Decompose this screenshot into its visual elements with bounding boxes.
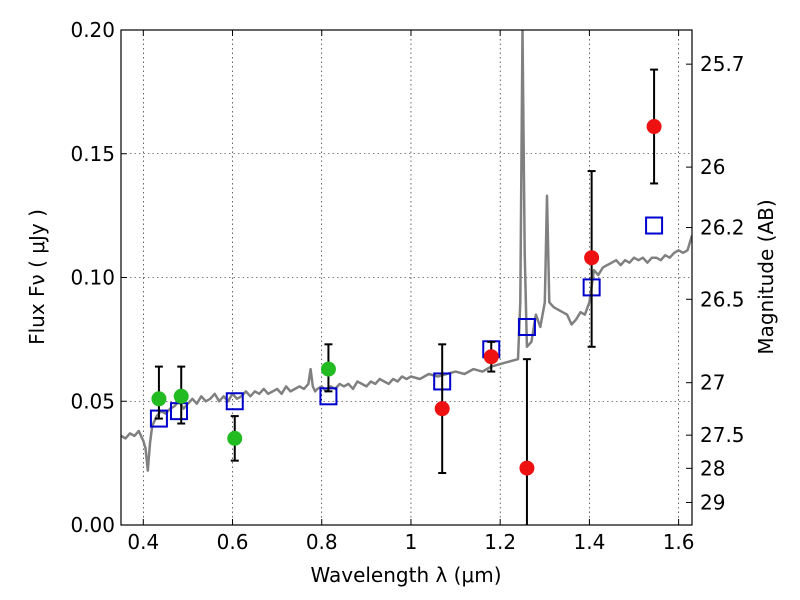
y-tick-label: 0.15 [70,142,115,166]
observed-point [483,349,499,365]
mag-tick-label: 26.5 [700,287,745,311]
observed-point [227,430,243,446]
y-axis-label-left: Flux Fν ( μJy ) [25,209,49,345]
model-square-marker [225,392,244,411]
spectrum-line [121,30,692,472]
tick-layer: 0.4 0.6 0.8 1 1.2 1.4 1.6 0.00 0.05 0.10 0.15 0.20 2… [70,18,744,554]
mag-tick-label: 27.5 [700,423,745,447]
y-tick-label: 0.00 [70,513,115,537]
observed-point [173,388,189,404]
observed-point [519,460,535,476]
observed-point [320,361,336,377]
x-tick-label: 0.4 [127,530,159,554]
mag-tick-label: 29 [700,490,725,514]
model-square-marker [517,318,536,336]
x-axis-label: Wavelength λ (μm) [310,563,501,587]
observed-point [646,119,662,135]
mag-tick-label: 28 [700,456,725,480]
y-tick-label: 0.20 [70,18,115,42]
x-tick-label: 1.6 [663,530,695,554]
mag-tick-label: 26 [700,155,725,179]
mag-tick-label: 27 [700,371,725,395]
observed-point [434,401,450,417]
x-tick-label: 1.4 [573,530,605,554]
x-tick-label: 1.2 [484,530,516,554]
grid-layer [121,29,692,526]
observed-point [151,391,167,407]
y-axis-label-right: Magnitude (AB) [754,199,778,354]
observed-point [584,250,600,266]
x-tick-label: 1 [405,530,418,554]
x-tick-label: 0.6 [217,530,249,554]
mag-tick-label: 26.2 [700,216,745,240]
data-layer [121,30,692,525]
x-tick-label: 0.8 [306,530,338,554]
mag-tick-label: 25.7 [700,52,745,76]
model-square-marker [645,216,664,235]
y-tick-label: 0.05 [70,389,115,413]
y-tick-label: 0.10 [70,266,115,290]
